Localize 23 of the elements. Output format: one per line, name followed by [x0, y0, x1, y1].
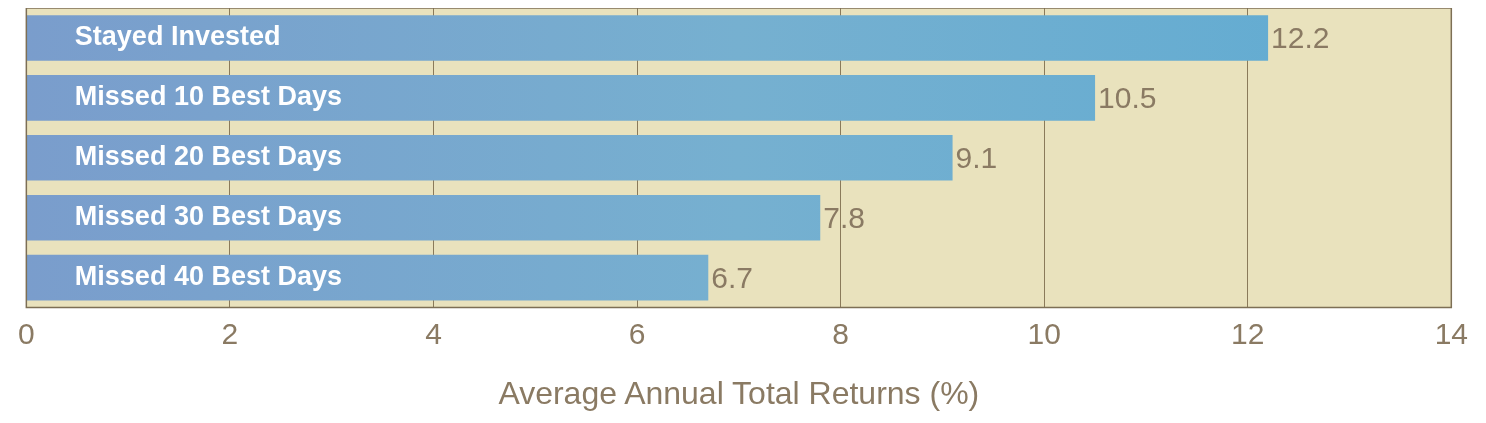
y-tick-label: Missed 10 Best Days [74, 81, 342, 112]
bar [26, 254, 709, 301]
x-tick-label: 12 [1231, 316, 1265, 350]
bar [26, 75, 1096, 121]
y-tick-label: Missed 40 Best Days [74, 261, 342, 292]
y-tick-label: Missed 30 Best Days [74, 201, 342, 232]
x-tick-label: 4 [425, 316, 442, 350]
x-tick-label: 6 [628, 316, 646, 350]
x-tick-label: 0 [18, 316, 35, 350]
data-label: 12.2 [1271, 21, 1330, 55]
x-axis-title: Average Annual Total Returns (%) [498, 374, 980, 411]
bar [26, 135, 953, 181]
y-tick-label: Stayed Invested [74, 21, 281, 52]
x-tick-label: 8 [832, 316, 849, 350]
x-tick-label: 10 [1027, 316, 1061, 350]
data-label: 10.5 [1098, 81, 1157, 115]
x-tick-label: 2 [221, 316, 239, 350]
data-label: 9.1 [955, 141, 998, 175]
y-tick-label: Missed 20 Best Days [74, 141, 342, 172]
bar [26, 194, 821, 241]
data-label: 6.7 [711, 260, 754, 294]
bar [26, 15, 1269, 61]
x-tick-label: 14 [1434, 316, 1468, 350]
